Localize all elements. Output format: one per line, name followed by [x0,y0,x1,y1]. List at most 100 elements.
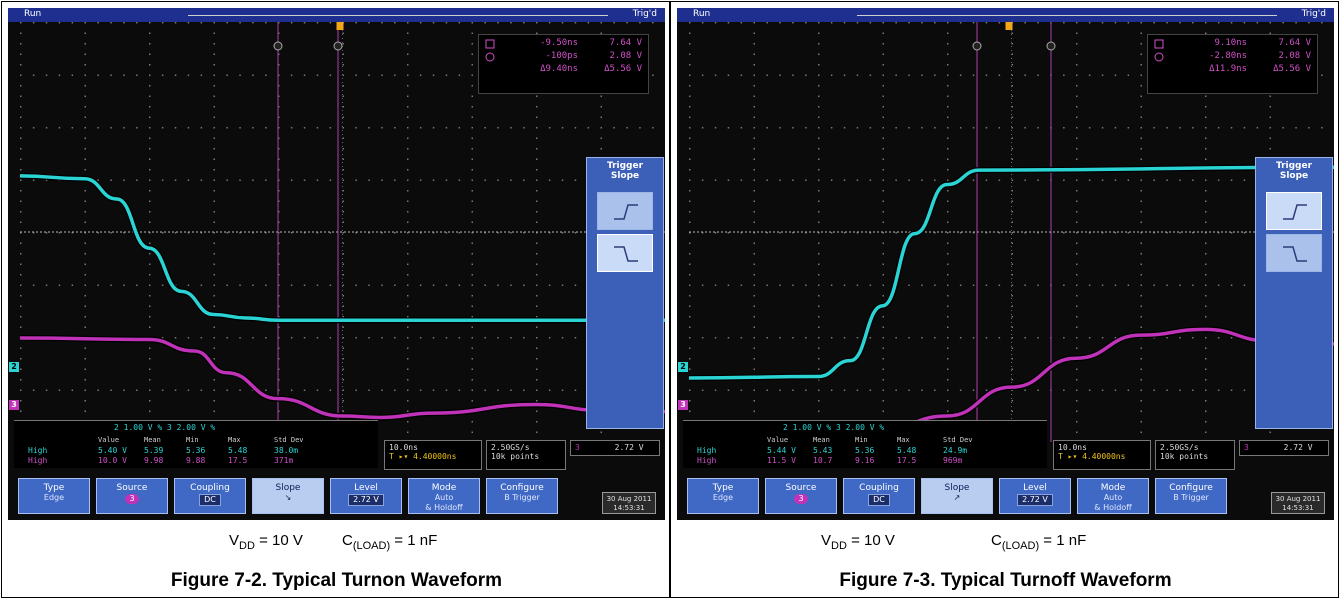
source-softkey[interactable]: Source 3 [96,478,168,514]
ch3-ground-marker: 3 [9,400,19,410]
level-softkey[interactable]: Level 2.72 V [999,478,1071,514]
holdoff-label: & Holdoff [1094,503,1132,512]
falling-edge-icon [614,246,638,262]
type-label: Type [712,483,734,493]
ch3-max: 17.5 [897,456,917,465]
cursor-v2: 2.08 V [609,51,642,61]
caption-cload: C(LOAD) = 1 nF [991,532,1086,552]
coupling-softkey[interactable]: Coupling DC [843,478,915,514]
cload-symbol: C [991,532,1002,549]
trigger-readout: 3 2.72 V [1239,440,1329,456]
configure-value: B Trigger [1173,493,1209,502]
level-label: Level [354,483,378,493]
oscilloscope-screenshot: Run Trig'd 2 3 -9.50ns 7.64 V -100ps 2.08 … [8,8,665,520]
mode-softkey[interactable]: Mode Auto & Holdoff [408,478,480,514]
slope-falling-option[interactable] [597,234,653,272]
trigger-menu-title-2: Slope [610,171,640,181]
type-softkey[interactable]: Type Edge [18,478,90,514]
date-time: 30 Aug 2011 14:53:31 [1271,492,1325,514]
ch2-measure-label: High [28,446,48,455]
ch3-measure-label: High [28,456,48,465]
trace-ch2 [20,174,665,323]
cursor-v1: 7.64 V [1278,38,1311,48]
col-header: Value [767,436,789,444]
slope-label: Slope [944,483,970,493]
mode-value: Auto [434,493,454,502]
rising-edge-icon [1283,204,1307,220]
coupling-softkey[interactable]: Coupling DC [174,478,246,514]
oscilloscope-screenshot: Run Trig'd 2 3 9.10ns 7.64 V -2.80ns 2.08 … [677,8,1334,520]
acquisition-readout: 2.50GS/s 10k points [1155,440,1235,470]
source-value: 3 [794,494,808,504]
ch3-value: 10.0 V [98,456,127,465]
configure-label: Configure [1169,483,1213,493]
waveform-display [20,22,665,442]
measurement-readout: 2 1.00 V % 3 2.00 V % Value Mean Min Max… [14,420,378,468]
cursor-t1: -9.50ns [540,38,578,48]
ch2-stddev: 24.9m [943,446,968,455]
vdd-subscript: DD [239,540,255,552]
record-length: 10k points [491,452,540,461]
slope-softkey[interactable]: Slope ↘ [252,478,324,514]
coupling-value: DC [868,494,890,506]
date-text: 30 Aug 2011 [606,495,652,503]
waveform-plot [20,22,665,442]
ch3-mean: 10.7 [813,456,833,465]
run-status: Run [24,9,42,19]
ch2-max: 5.48 [228,446,248,455]
horizontal-scale: 10.0ns [389,443,418,452]
vdd-value: = 10 V [254,532,303,549]
slope-softkey[interactable]: Slope ↗ [921,478,993,514]
cursor-dt: Δ11.9ns [1209,64,1247,74]
col-header: Value [98,436,120,444]
level-softkey[interactable]: Level 2.72 V [330,478,402,514]
softkey-bar: Type Edge Source 3 Coupling DC Slope ↗ Level… [677,474,1334,520]
sample-rate: 2.50GS/s [491,443,530,452]
time-text: 14:53:31 [1282,504,1314,512]
figure-title: Figure 7-3. Typical Turnoff Waveform [839,570,1172,591]
ch3-measure-label: High [697,456,717,465]
softkey-bar: Type Edge Source 3 Coupling DC Slope ↘ Level… [8,474,665,520]
slope-rising-option[interactable] [1266,192,1322,230]
type-label: Type [43,483,65,493]
trigger-channel: 3 [1244,443,1249,452]
ch2-stddev: 38.0m [274,446,299,455]
cursor-dv: Δ5.56 V [604,64,642,74]
trigger-status: Trig'd [1301,9,1326,19]
source-softkey[interactable]: Source 3 [765,478,837,514]
configure-softkey[interactable]: Configure B Trigger [1155,478,1227,514]
mode-softkey[interactable]: Mode Auto & Holdoff [1077,478,1149,514]
cload-subscript: (LOAD) [1001,540,1040,552]
horizontal-delay: T ▸▾ 4.40000ns [1058,452,1126,461]
source-value: 3 [125,494,139,504]
cload-value: = 1 nF [1039,532,1087,549]
vdd-symbol: V [229,532,240,549]
trigger-menu-title-2: Slope [1279,171,1309,181]
configure-softkey[interactable]: Configure B Trigger [486,478,558,514]
type-value: Edge [43,493,65,502]
trigger-level: 2.72 V [614,443,644,452]
cursor-marker-2 [333,41,343,51]
cload-value: = 1 nF [390,532,438,549]
run-status: Run [693,9,711,19]
ch2-value: 5.40 V [98,446,127,455]
status-bar: Run Trig'd [677,8,1334,22]
trigger-slope-menu: Trigger Slope [586,157,664,429]
col-header: Mean [813,436,830,444]
ch3-ground-marker: 3 [678,400,688,410]
cursor-marker-2 [1046,41,1056,51]
type-softkey[interactable]: Type Edge [687,478,759,514]
col-header: Std Dev [943,436,973,444]
slope-falling-option[interactable] [1266,234,1322,272]
col-header: Mean [144,436,161,444]
slope-value: ↘ [284,493,292,502]
slope-rising-option[interactable] [597,192,653,230]
acquisition-readout: 2.50GS/s 10k points [486,440,566,470]
figure-title: Figure 7-2. Typical Turnon Waveform [170,570,503,591]
coupling-label: Coupling [859,483,899,493]
trigger-menu-title-1: Trigger [606,161,644,171]
col-header: Min [186,436,199,444]
mode-label: Mode [1100,483,1126,493]
caption-cload: C(LOAD) = 1 nF [342,532,437,552]
cursor-icon [485,39,495,62]
